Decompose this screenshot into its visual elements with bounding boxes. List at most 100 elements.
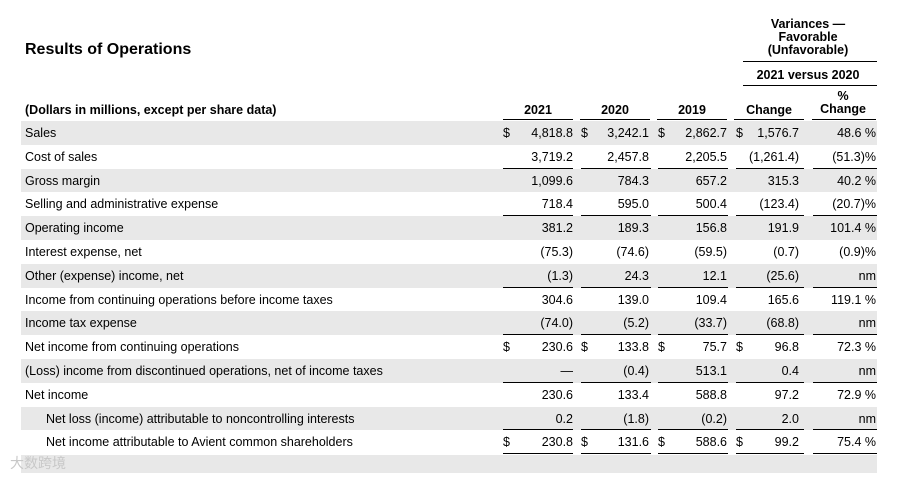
underline bbox=[503, 286, 573, 288]
cell-v2021: 4,818.8 bbox=[531, 126, 573, 140]
cell-change: 99.2 bbox=[774, 435, 799, 450]
cell-change: (1,261.4) bbox=[748, 149, 799, 164]
underline bbox=[581, 381, 651, 383]
underline bbox=[658, 429, 728, 431]
cell-v2021: 304.6 bbox=[541, 292, 573, 307]
table-row: Net income 230.6 133.4 588.8 97.2 72.9 % bbox=[21, 383, 877, 407]
underline bbox=[658, 381, 728, 383]
header-rule-pct bbox=[812, 119, 876, 120]
cell-pct: (20.7)% bbox=[832, 197, 876, 212]
cell-change: 97.2 bbox=[774, 387, 799, 402]
table-row: Net income from continuing operations $23… bbox=[21, 335, 877, 359]
underline bbox=[581, 334, 651, 336]
cell-v2019: 657.2 bbox=[695, 173, 727, 188]
dollar-sign: $ bbox=[736, 126, 743, 140]
dollar-sign: $ bbox=[581, 126, 588, 140]
underline bbox=[503, 381, 573, 383]
cell-v2021: 230.8 bbox=[541, 435, 573, 450]
cell-pct: 48.6 % bbox=[837, 126, 876, 140]
underline bbox=[813, 167, 877, 169]
header-rule-change bbox=[734, 119, 804, 120]
table-row: (Loss) income from discontinued operatio… bbox=[21, 358, 877, 383]
cell-v2019: 2,205.5 bbox=[685, 149, 727, 164]
cell-pct: nm bbox=[858, 268, 876, 283]
row-label: Income from continuing operations before… bbox=[25, 292, 333, 307]
table-row: Other (expense) income, net (1.3) 24.3 12.1… bbox=[21, 263, 877, 288]
underline bbox=[813, 334, 877, 336]
cell-v2021: 3,719.2 bbox=[531, 149, 573, 164]
cell-v2020: (1.8) bbox=[623, 411, 649, 426]
cell-pct: 75.4 % bbox=[837, 435, 876, 450]
dollar-sign: $ bbox=[503, 126, 510, 140]
cell-v2021: (75.3) bbox=[540, 244, 573, 259]
variance-rule bbox=[743, 61, 877, 62]
underline bbox=[658, 215, 728, 217]
cell-v2020: 133.8 bbox=[617, 340, 649, 355]
watermark: 大数跨境 bbox=[10, 455, 66, 471]
dollar-sign: $ bbox=[581, 340, 588, 355]
row-label: Sales bbox=[25, 126, 57, 140]
dollar-sign: $ bbox=[736, 435, 743, 450]
row-label: Net income bbox=[25, 387, 89, 402]
cell-v2020: 139.0 bbox=[617, 292, 649, 307]
underline bbox=[736, 334, 804, 336]
table-row: Cost of sales 3,719.2 2,457.8 2,205.5 (1,261… bbox=[21, 145, 877, 169]
variance-subheader: 2021 versus 2020 bbox=[756, 68, 860, 82]
cell-change: 1,576.7 bbox=[757, 126, 799, 140]
cell-v2019: 513.1 bbox=[695, 363, 727, 378]
table-row: Income from continuing operations before… bbox=[21, 288, 877, 312]
table-row: Gross margin 1,099.6 784.3 657.2 315.3 40.2 % bbox=[21, 168, 877, 193]
column-header-pct-line1: % bbox=[837, 89, 849, 103]
table-row: Interest expense, net (75.3) (74.6) (59.5) (… bbox=[21, 240, 877, 264]
column-header-2020: 2020 bbox=[601, 103, 629, 117]
underline bbox=[736, 286, 804, 288]
row-label: Net income from continuing operations bbox=[25, 340, 240, 355]
table-row: Net income attributable to Avient common… bbox=[21, 430, 877, 458]
table-row: Income tax expense (74.0) (5.2) (33.7) (68.8… bbox=[21, 311, 877, 336]
row-label: Net loss (income) attributable to noncon… bbox=[46, 411, 355, 426]
variance-header-line3: (Unfavorable) bbox=[767, 43, 849, 57]
cell-v2020: 3,242.1 bbox=[607, 126, 649, 140]
cell-change: (0.7) bbox=[773, 244, 799, 259]
cell-pct: 101.4 % bbox=[830, 221, 876, 236]
underline bbox=[658, 334, 728, 336]
underline bbox=[581, 429, 651, 431]
row-label: (Loss) income from discontinued operatio… bbox=[25, 363, 383, 378]
cell-v2020: (5.2) bbox=[623, 316, 649, 331]
table-row: Operating income 381.2 189.3 156.8 191.9 101.… bbox=[21, 216, 877, 240]
cell-v2021: 718.4 bbox=[541, 197, 573, 212]
cell-v2020: (74.6) bbox=[616, 244, 649, 259]
cell-change: 0.4 bbox=[781, 363, 799, 378]
underline bbox=[658, 286, 728, 288]
cell-v2020: 131.6 bbox=[617, 435, 649, 450]
cell-v2021: 1,099.6 bbox=[531, 173, 573, 188]
cell-pct: (51.3)% bbox=[832, 149, 876, 164]
cell-v2019: 156.8 bbox=[695, 221, 727, 236]
table-row: Sales $4,818.8 $3,242.1 $2,862.7 $1,576.7 48.… bbox=[21, 121, 877, 145]
cell-pct: nm bbox=[858, 316, 876, 331]
underline bbox=[503, 429, 573, 431]
column-header-description: (Dollars in millions, except per share d… bbox=[25, 103, 277, 117]
cell-change: (25.6) bbox=[766, 268, 799, 283]
underline bbox=[503, 215, 573, 217]
header-rule-2021 bbox=[503, 119, 573, 120]
cell-change: 315.3 bbox=[767, 173, 799, 188]
underline bbox=[813, 215, 877, 217]
underline bbox=[813, 286, 877, 288]
page-title: Results of Operations bbox=[25, 41, 192, 58]
cell-v2021: (1.3) bbox=[547, 268, 573, 283]
underline bbox=[503, 334, 573, 336]
column-header-2021: 2021 bbox=[524, 103, 552, 117]
cell-change: 165.6 bbox=[767, 292, 799, 307]
column-header-pct-change: % Change bbox=[812, 90, 874, 116]
cell-v2019: 588.6 bbox=[695, 435, 727, 450]
cell-v2019: (59.5) bbox=[694, 244, 727, 259]
row-label: Interest expense, net bbox=[25, 244, 142, 259]
variance-sub-rule bbox=[743, 85, 877, 86]
results-table: Sales $4,818.8 $3,242.1 $2,862.7 $1,576.7 48.… bbox=[21, 121, 877, 458]
table-row: Selling and administrative expense 718.4 5… bbox=[21, 192, 877, 217]
cell-pct: nm bbox=[858, 411, 876, 426]
underline bbox=[736, 429, 804, 431]
cell-pct: nm bbox=[858, 363, 876, 378]
cell-pct: 72.9 % bbox=[837, 387, 876, 402]
